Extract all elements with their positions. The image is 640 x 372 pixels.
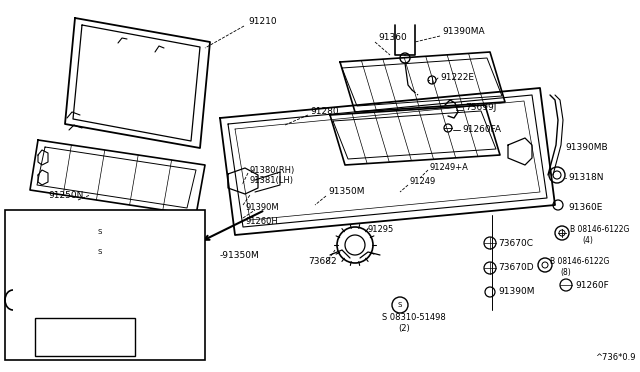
Text: 91260H: 91260H	[245, 218, 278, 227]
Text: 91353M (RH): 91353M (RH)	[15, 288, 65, 296]
Text: S 08310-40825: S 08310-40825	[62, 246, 120, 254]
Text: 91360E: 91360E	[568, 203, 602, 212]
Text: 91318N: 91318N	[568, 173, 604, 183]
Text: 91222E: 91222E	[440, 74, 474, 83]
Text: 91210: 91210	[248, 17, 276, 26]
Text: 73682: 73682	[308, 257, 337, 266]
Text: 91353N (LH): 91353N (LH)	[15, 298, 63, 307]
Text: 91390MA: 91390MA	[442, 28, 484, 36]
Text: 73699J: 73699J	[465, 103, 497, 112]
Text: 73670D: 73670D	[498, 263, 534, 273]
Text: 73625G: 73625G	[132, 250, 162, 260]
Text: (2): (2)	[398, 324, 410, 333]
Text: 91350M: 91350M	[328, 187, 365, 196]
Text: 91390M: 91390M	[498, 288, 534, 296]
Text: 91295: 91295	[367, 225, 393, 234]
Text: (2): (2)	[72, 256, 83, 264]
Text: -91350M: -91350M	[220, 250, 260, 260]
Text: S: S	[98, 249, 102, 255]
Text: (2): (2)	[72, 235, 83, 244]
Text: 91280: 91280	[310, 108, 339, 116]
Text: 91260E: 91260E	[80, 311, 109, 320]
Text: 91390MB: 91390MB	[565, 144, 607, 153]
Text: (4): (4)	[582, 235, 593, 244]
Bar	[35, 318, 135, 356]
Text: 91249: 91249	[410, 177, 436, 186]
Text: 91381(LH): 91381(LH)	[250, 176, 294, 186]
Text: 91360: 91360	[378, 33, 407, 42]
Text: 73625E: 73625E	[115, 257, 144, 266]
Text: (8): (8)	[560, 267, 571, 276]
Text: S 08310-40826: S 08310-40826	[62, 225, 120, 234]
Text: 73622N: 73622N	[40, 324, 73, 333]
Text: S 08310-51498: S 08310-51498	[382, 314, 445, 323]
Bar	[5, 210, 205, 360]
Text: 73670C: 73670C	[498, 238, 533, 247]
Text: 91260FA: 91260FA	[462, 125, 501, 135]
Text: B 08146-6122G: B 08146-6122G	[550, 257, 609, 266]
Text: 73622M: 73622M	[8, 218, 42, 227]
Text: S: S	[398, 302, 402, 308]
Text: 91250N: 91250N	[48, 192, 83, 201]
Text: 91260F: 91260F	[575, 280, 609, 289]
Text: B 08146-6122G: B 08146-6122G	[570, 225, 629, 234]
Text: 91249+A: 91249+A	[430, 164, 469, 173]
Text: 91380(RH): 91380(RH)	[250, 166, 295, 174]
Text: 91390M: 91390M	[245, 203, 278, 212]
Text: 73625F: 73625F	[110, 276, 139, 285]
Text: S: S	[98, 229, 102, 235]
Text: ^736*0.9: ^736*0.9	[595, 353, 636, 362]
